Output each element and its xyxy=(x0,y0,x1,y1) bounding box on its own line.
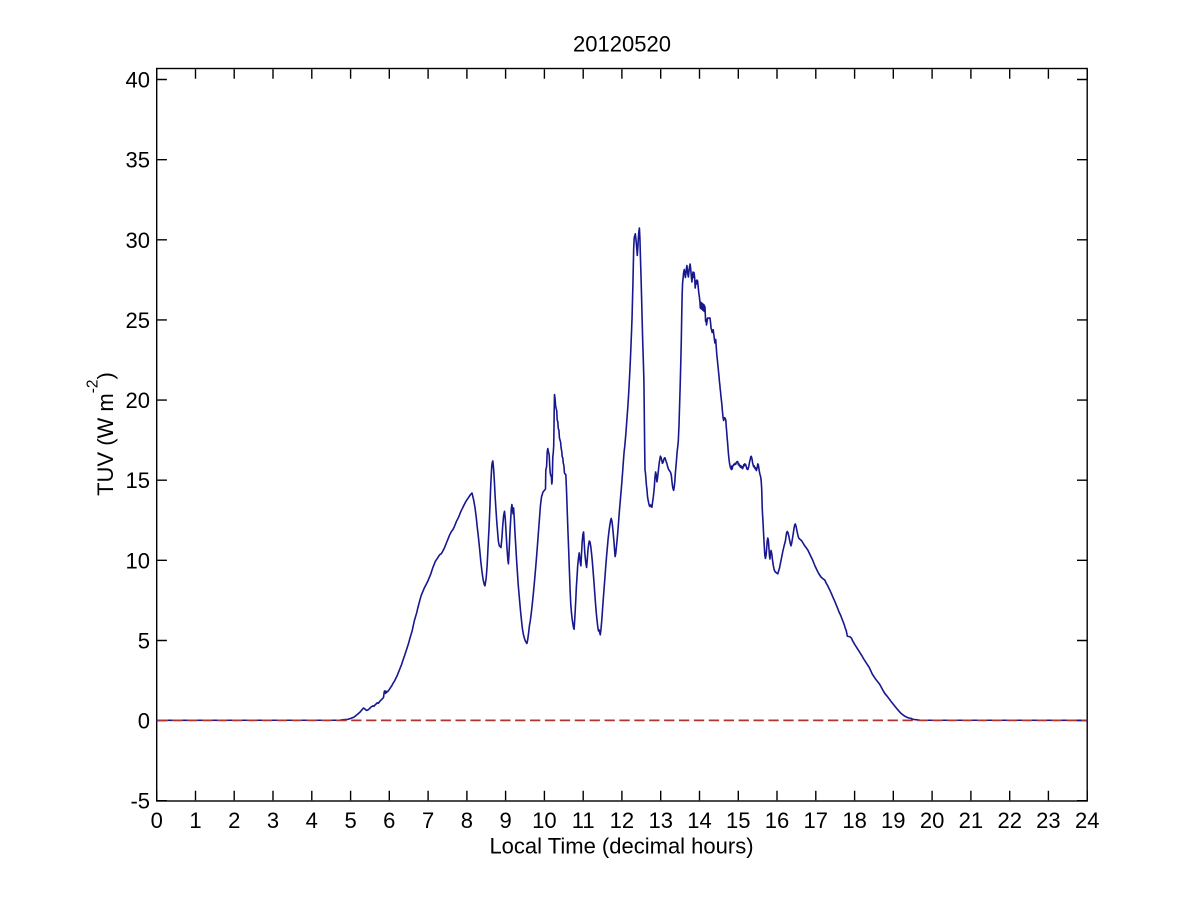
svg-text:11: 11 xyxy=(572,808,595,833)
svg-text:5: 5 xyxy=(344,808,356,833)
svg-text:10: 10 xyxy=(532,808,556,833)
svg-text:18: 18 xyxy=(842,808,866,833)
svg-text:17: 17 xyxy=(804,808,828,833)
svg-text:20120520: 20120520 xyxy=(573,32,671,57)
svg-text:20: 20 xyxy=(920,808,944,833)
svg-text:0: 0 xyxy=(138,709,150,734)
svg-text:22: 22 xyxy=(997,808,1021,833)
svg-text:6: 6 xyxy=(383,808,395,833)
svg-text:35: 35 xyxy=(126,148,150,173)
svg-text:20: 20 xyxy=(126,388,150,413)
svg-text:2: 2 xyxy=(228,808,240,833)
svg-text:Local Time (decimal hours): Local Time (decimal hours) xyxy=(489,834,753,859)
svg-text:4: 4 xyxy=(306,808,318,833)
svg-text:15: 15 xyxy=(126,468,150,493)
svg-text:7: 7 xyxy=(422,808,434,833)
svg-text:10: 10 xyxy=(126,548,150,573)
svg-text:19: 19 xyxy=(881,808,905,833)
svg-text:24: 24 xyxy=(1075,808,1099,833)
svg-text:13: 13 xyxy=(648,808,672,833)
svg-text:40: 40 xyxy=(126,68,150,93)
svg-text:12: 12 xyxy=(610,808,634,833)
svg-text:0: 0 xyxy=(151,808,163,833)
svg-text:25: 25 xyxy=(126,308,150,333)
svg-text:9: 9 xyxy=(499,808,511,833)
svg-text:14: 14 xyxy=(687,808,711,833)
svg-text:1: 1 xyxy=(189,808,201,833)
svg-text:23: 23 xyxy=(1036,808,1060,833)
svg-text:15: 15 xyxy=(726,808,750,833)
svg-text:-5: -5 xyxy=(130,789,150,814)
svg-text:16: 16 xyxy=(765,808,789,833)
svg-text:30: 30 xyxy=(126,228,150,253)
svg-text:8: 8 xyxy=(461,808,473,833)
svg-text:21: 21 xyxy=(959,808,983,833)
svg-text:5: 5 xyxy=(138,629,150,654)
svg-text:3: 3 xyxy=(267,808,279,833)
